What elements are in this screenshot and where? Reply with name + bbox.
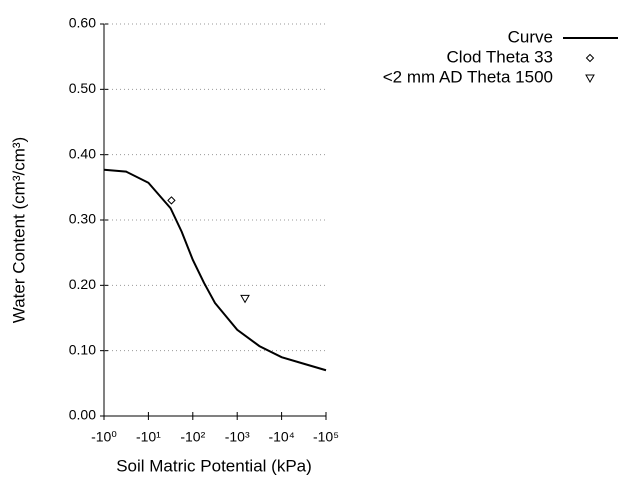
y-tick-label: 0.30: [69, 211, 96, 227]
y-tick-label: 0.60: [69, 15, 96, 31]
x-tick-label: -10⁵: [313, 429, 339, 445]
marker: [240, 294, 250, 304]
x-tick-label: -10⁰: [91, 429, 117, 445]
marker: [585, 74, 595, 84]
y-tick-label: 0.50: [69, 80, 96, 96]
x-tick-label: -10¹: [136, 429, 161, 445]
marker: [167, 196, 176, 205]
y-tick-label: 0.20: [69, 276, 96, 292]
legend-label: Curve: [508, 27, 553, 46]
curve: [103, 168, 327, 372]
x-tick-label: -10²: [180, 429, 205, 445]
y-tick-label: 0.40: [69, 145, 96, 161]
y-tick-label: 0.10: [69, 341, 96, 357]
legend-label: <2 mm AD Theta 1500: [383, 67, 553, 86]
x-tick-label: -10³: [225, 429, 250, 445]
y-axis-title: Water Content (cm³/cm³): [9, 137, 28, 323]
x-axis-title: Soil Matric Potential (kPa): [116, 456, 312, 475]
marker: [585, 53, 595, 63]
legend-label: Clod Theta 33: [447, 47, 553, 66]
y-tick-label: 0.00: [69, 407, 96, 423]
x-tick-label: -10⁴: [268, 429, 294, 445]
